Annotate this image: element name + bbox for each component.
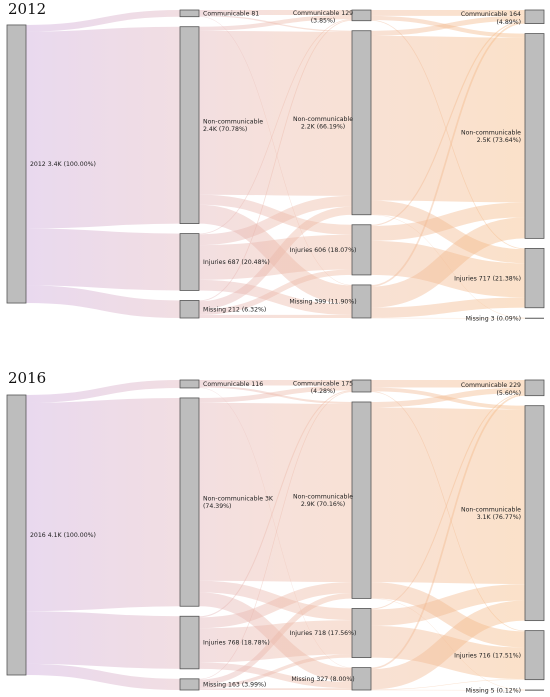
link-m1-c2 [198,391,353,680]
node-n1 [179,397,200,607]
node-label-c3: Communicable 164 (4.89%) [461,11,521,26]
node-i2 [351,608,372,659]
link-n1-c2 [198,385,353,403]
link-m1-c2 [198,19,353,302]
node-total [6,24,27,304]
node-label-n2: Non-communicable 2.2K (66.19%) [293,116,353,131]
links [25,379,526,691]
link-total-i1 [25,228,181,291]
link-total-c1 [25,380,181,403]
link-i1-m2 [198,279,353,315]
node-c2 [351,379,372,393]
node-n1 [179,26,200,224]
node-total [6,394,27,676]
node-label-n3: Non-communicable 3.1K (76.77%) [461,507,521,522]
node-label-i1: Injuries 687 (20.48%) [203,259,270,266]
link-m1-i2 [198,654,353,689]
link-n2-c3 [370,387,526,408]
node-c1 [179,9,200,18]
link-i2-n3 [370,202,526,241]
node-c2 [351,9,372,22]
link-m2-i3 [370,297,526,318]
node-label-m2: Missing 399 (11.90%) [289,299,356,306]
node-label-i3: Injuries 716 (17.51%) [454,652,521,659]
node-label-i2: Injuries 606 (18.07%) [290,247,357,254]
link-m1-n2 [198,206,353,310]
link-m2-c3 [370,394,526,670]
link-m1-n2 [198,593,353,685]
node-label-m1: Missing 212 (6.32%) [203,306,266,313]
node-c3 [524,9,545,24]
node-label-n1: Non-communicable 2.4K (70.78%) [203,119,263,134]
node-m2 [351,667,372,691]
node-i2 [351,224,372,276]
link-n2-i3 [370,200,526,264]
link-i2-c3 [370,20,526,226]
node-label-total: 2012 3.4K (100.00%) [30,161,96,168]
link-m2-i3 [370,679,526,690]
node-i3 [524,247,545,309]
link-m2-n3 [370,600,526,690]
node-label-n1: Non-communicable 3K (74.39%) [203,495,274,510]
node-label-c2: Communicable 175 (4.28%) [293,380,353,395]
panel-2016: 2016 2016 4.1K (100.00%) Communicable 116 N… [6,369,545,694]
link-total-n1 [25,26,181,229]
node-label-i2: Injuries 718 (17.56%) [290,630,357,637]
link-i1-c2 [198,390,353,618]
node-label-c1: Communicable 81 [203,11,259,18]
node-m1 [179,678,200,691]
node-c1 [179,379,200,389]
link-total-i1 [25,611,181,669]
node-label-c1: Communicable 116 [203,381,263,388]
panel-title: 2012 [8,0,46,18]
panel-2012: 2012 2012 3.4K (100.00%) Communicable 81 No… [6,0,545,322]
links [25,9,526,319]
node-label-i3: Injuries 717 (21.38%) [454,275,521,282]
node-m1 [179,300,200,319]
node-label-i1: Injuries 768 (18.78%) [203,640,270,647]
link-n1-n2 [198,402,353,583]
link-n2-n3 [370,407,526,585]
node-n3 [524,33,545,239]
node-n2 [351,401,372,599]
link-total-n1 [25,397,181,612]
node-i1 [179,233,200,291]
node-label-n3: Non-communicable 2.5K (73.64%) [461,129,521,144]
link-i1-m2 [198,662,353,689]
node-label-m1: Missing 163 (3.99%) [203,682,266,689]
node-label-c3: Communicable 229 (5.60%) [461,382,521,397]
node-label-c2: Communicable 129 (3.85%) [293,10,353,25]
link-i1-c2 [198,19,353,235]
node-n3 [524,405,545,622]
node-m2 [351,284,372,319]
link-i2-c3 [370,393,526,610]
node-n2 [351,30,372,216]
link-total-m1 [25,663,181,690]
node-c3 [524,379,545,397]
node-label-total: 2016 4.1K (100.00%) [30,532,96,539]
link-m1-i2 [198,269,353,315]
link-i1-n2 [198,195,353,246]
node-label-m2: Missing 327 (8.00%) [291,676,354,683]
panel-title: 2016 [8,369,46,387]
link-m2-n3 [370,217,526,308]
node-label-n2: Non-communicable 2.9K (70.16%) [293,494,353,509]
link-n2-i3 [370,582,526,648]
link-n2-c3 [370,15,526,36]
link-i2-n3 [370,584,526,626]
node-label-m3: Missing 5 (0.12%) [466,687,521,694]
link-total-c1 [25,9,181,32]
link-i1-n2 [198,582,353,629]
node-i3 [524,630,545,681]
link-n1-c2 [198,15,353,31]
link-n1-n2 [198,30,353,196]
link-n2-n3 [370,35,526,203]
link-m2-c3 [370,21,526,287]
link-total-m1 [25,285,181,318]
node-label-m3: Missing 3 (0.09%) [466,315,521,322]
node-i1 [179,615,200,670]
